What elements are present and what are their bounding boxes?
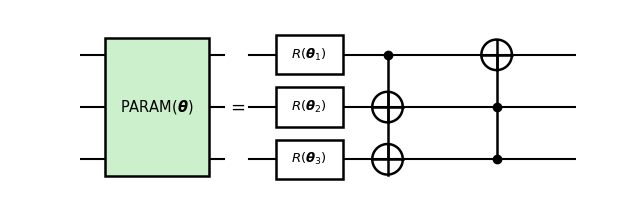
Text: $=$: $=$ bbox=[227, 98, 246, 116]
FancyBboxPatch shape bbox=[276, 35, 343, 74]
FancyBboxPatch shape bbox=[276, 88, 343, 127]
FancyBboxPatch shape bbox=[105, 39, 209, 176]
Text: $R(\boldsymbol{\theta}_2)$: $R(\boldsymbol{\theta}_2)$ bbox=[291, 99, 327, 115]
FancyBboxPatch shape bbox=[276, 140, 343, 179]
Text: $R(\boldsymbol{\theta}_1)$: $R(\boldsymbol{\theta}_1)$ bbox=[291, 47, 327, 63]
Text: $\mathrm{PARAM}(\boldsymbol{\theta})$: $\mathrm{PARAM}(\boldsymbol{\theta})$ bbox=[120, 98, 194, 116]
Text: $R(\boldsymbol{\theta}_3)$: $R(\boldsymbol{\theta}_3)$ bbox=[291, 151, 327, 167]
